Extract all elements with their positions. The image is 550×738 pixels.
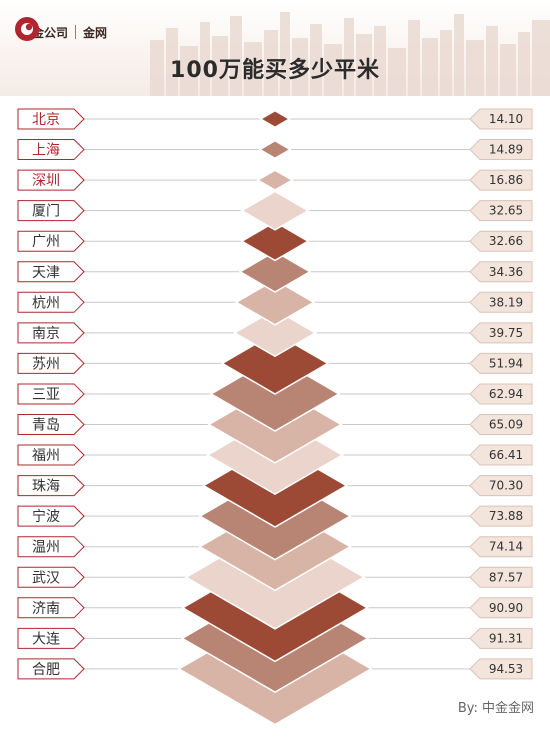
value-tag (469, 475, 533, 497)
category-label-box (17, 414, 85, 435)
category-label-box (17, 108, 85, 130)
category-label: 珠海 (32, 479, 60, 495)
value-label: 16.86 (489, 173, 523, 187)
brand-mark-icon (15, 17, 39, 41)
value-label: 62.94 (489, 387, 523, 401)
diamond-mark (240, 221, 310, 262)
value-label: 65.09 (489, 418, 523, 432)
value-label: 34.36 (489, 265, 523, 279)
value-label: 39.75 (489, 326, 523, 340)
category-label: 苏州 (32, 356, 60, 372)
category-label: 大连 (32, 631, 60, 647)
category-label: 厦门 (32, 204, 60, 220)
category-label: 青岛 (32, 418, 60, 434)
value-tag (469, 536, 533, 558)
value-label: 38.19 (489, 295, 523, 309)
value-labels: 14.10 14.89 16.86 32.65 32.66 34.36 38.19 39.75… (469, 108, 533, 680)
diamond-series (177, 109, 373, 726)
category-label-box (17, 475, 85, 497)
value-label: 94.53 (489, 662, 523, 676)
category-label: 温州 (32, 540, 60, 556)
value-label: 32.65 (489, 204, 523, 218)
category-label-box (17, 200, 85, 222)
value-label: 14.89 (489, 143, 523, 157)
category-label: 杭州 (32, 295, 60, 311)
category-label: 济南 (32, 601, 60, 617)
value-label: 91.31 (489, 631, 523, 645)
source-credit: By: 中金金网 (457, 701, 534, 716)
brand-logo: 中金公司 金网 (14, 16, 107, 48)
value-tag (469, 505, 533, 527)
value-tag (469, 291, 533, 313)
category-label-box (17, 322, 85, 344)
value-tag (469, 200, 533, 222)
diamond-mark (256, 169, 294, 191)
value-tag (469, 566, 533, 588)
category-label-box (17, 658, 85, 680)
value-tag (469, 597, 533, 619)
value-tag (469, 108, 533, 130)
value-tag (469, 414, 533, 435)
category-label: 南京 (32, 326, 60, 342)
category-label-box (17, 566, 85, 588)
category-label-box (17, 505, 85, 527)
category-label: 三亚 (32, 387, 60, 403)
diamond-mark (234, 278, 316, 326)
value-tag (469, 261, 533, 283)
diamond-mark (259, 109, 291, 129)
value-tag (469, 658, 533, 680)
category-label: 北京 (32, 112, 60, 128)
value-tag (469, 444, 533, 466)
category-label: 宁波 (32, 508, 60, 525)
value-label: 73.88 (489, 509, 523, 523)
category-label: 武汉 (32, 570, 60, 586)
value-label: 66.41 (489, 448, 523, 462)
value-label: 74.14 (489, 540, 523, 554)
category-label-box (17, 169, 85, 191)
value-label: 87.57 (489, 570, 523, 584)
category-label-box (17, 383, 85, 405)
header-banner: 中金公司 金网 100万能买多少平米 (0, 0, 550, 96)
category-label-box (17, 536, 85, 558)
category-label-box (17, 352, 85, 374)
category-label: 合肥 (32, 662, 60, 678)
value-tag (469, 169, 533, 191)
diamond-mark (240, 190, 310, 231)
value-label: 51.94 (489, 356, 523, 370)
category-label-box (17, 597, 85, 619)
value-label: 90.90 (489, 601, 523, 615)
value-tag (469, 230, 533, 252)
category-label: 天津 (32, 265, 60, 281)
category-label-box (17, 444, 85, 466)
category-label: 广州 (32, 234, 60, 250)
value-tag (469, 352, 533, 374)
category-label-box (17, 139, 85, 161)
chart-title: 100万能买多少平米 (170, 58, 380, 83)
category-label: 上海 (32, 143, 60, 159)
diamond-mark (238, 250, 312, 293)
value-tag (469, 139, 533, 161)
value-tag (469, 627, 533, 649)
category-label-box (17, 627, 85, 649)
value-label: 70.30 (489, 479, 523, 493)
diamond-mark (258, 139, 292, 160)
skyline-illustration (150, 12, 550, 96)
value-label: 32.66 (489, 234, 523, 248)
category-label-box (17, 230, 85, 252)
value-label: 14.10 (489, 112, 523, 126)
value-tag (469, 322, 533, 344)
category-label: 福州 (32, 448, 60, 464)
logo-sub-text: 金网 (83, 25, 108, 40)
category-label: 深圳 (32, 173, 60, 189)
value-tag (469, 383, 533, 405)
category-label-box (17, 291, 85, 313)
logo-separator (75, 25, 77, 39)
category-label-box (17, 261, 85, 283)
